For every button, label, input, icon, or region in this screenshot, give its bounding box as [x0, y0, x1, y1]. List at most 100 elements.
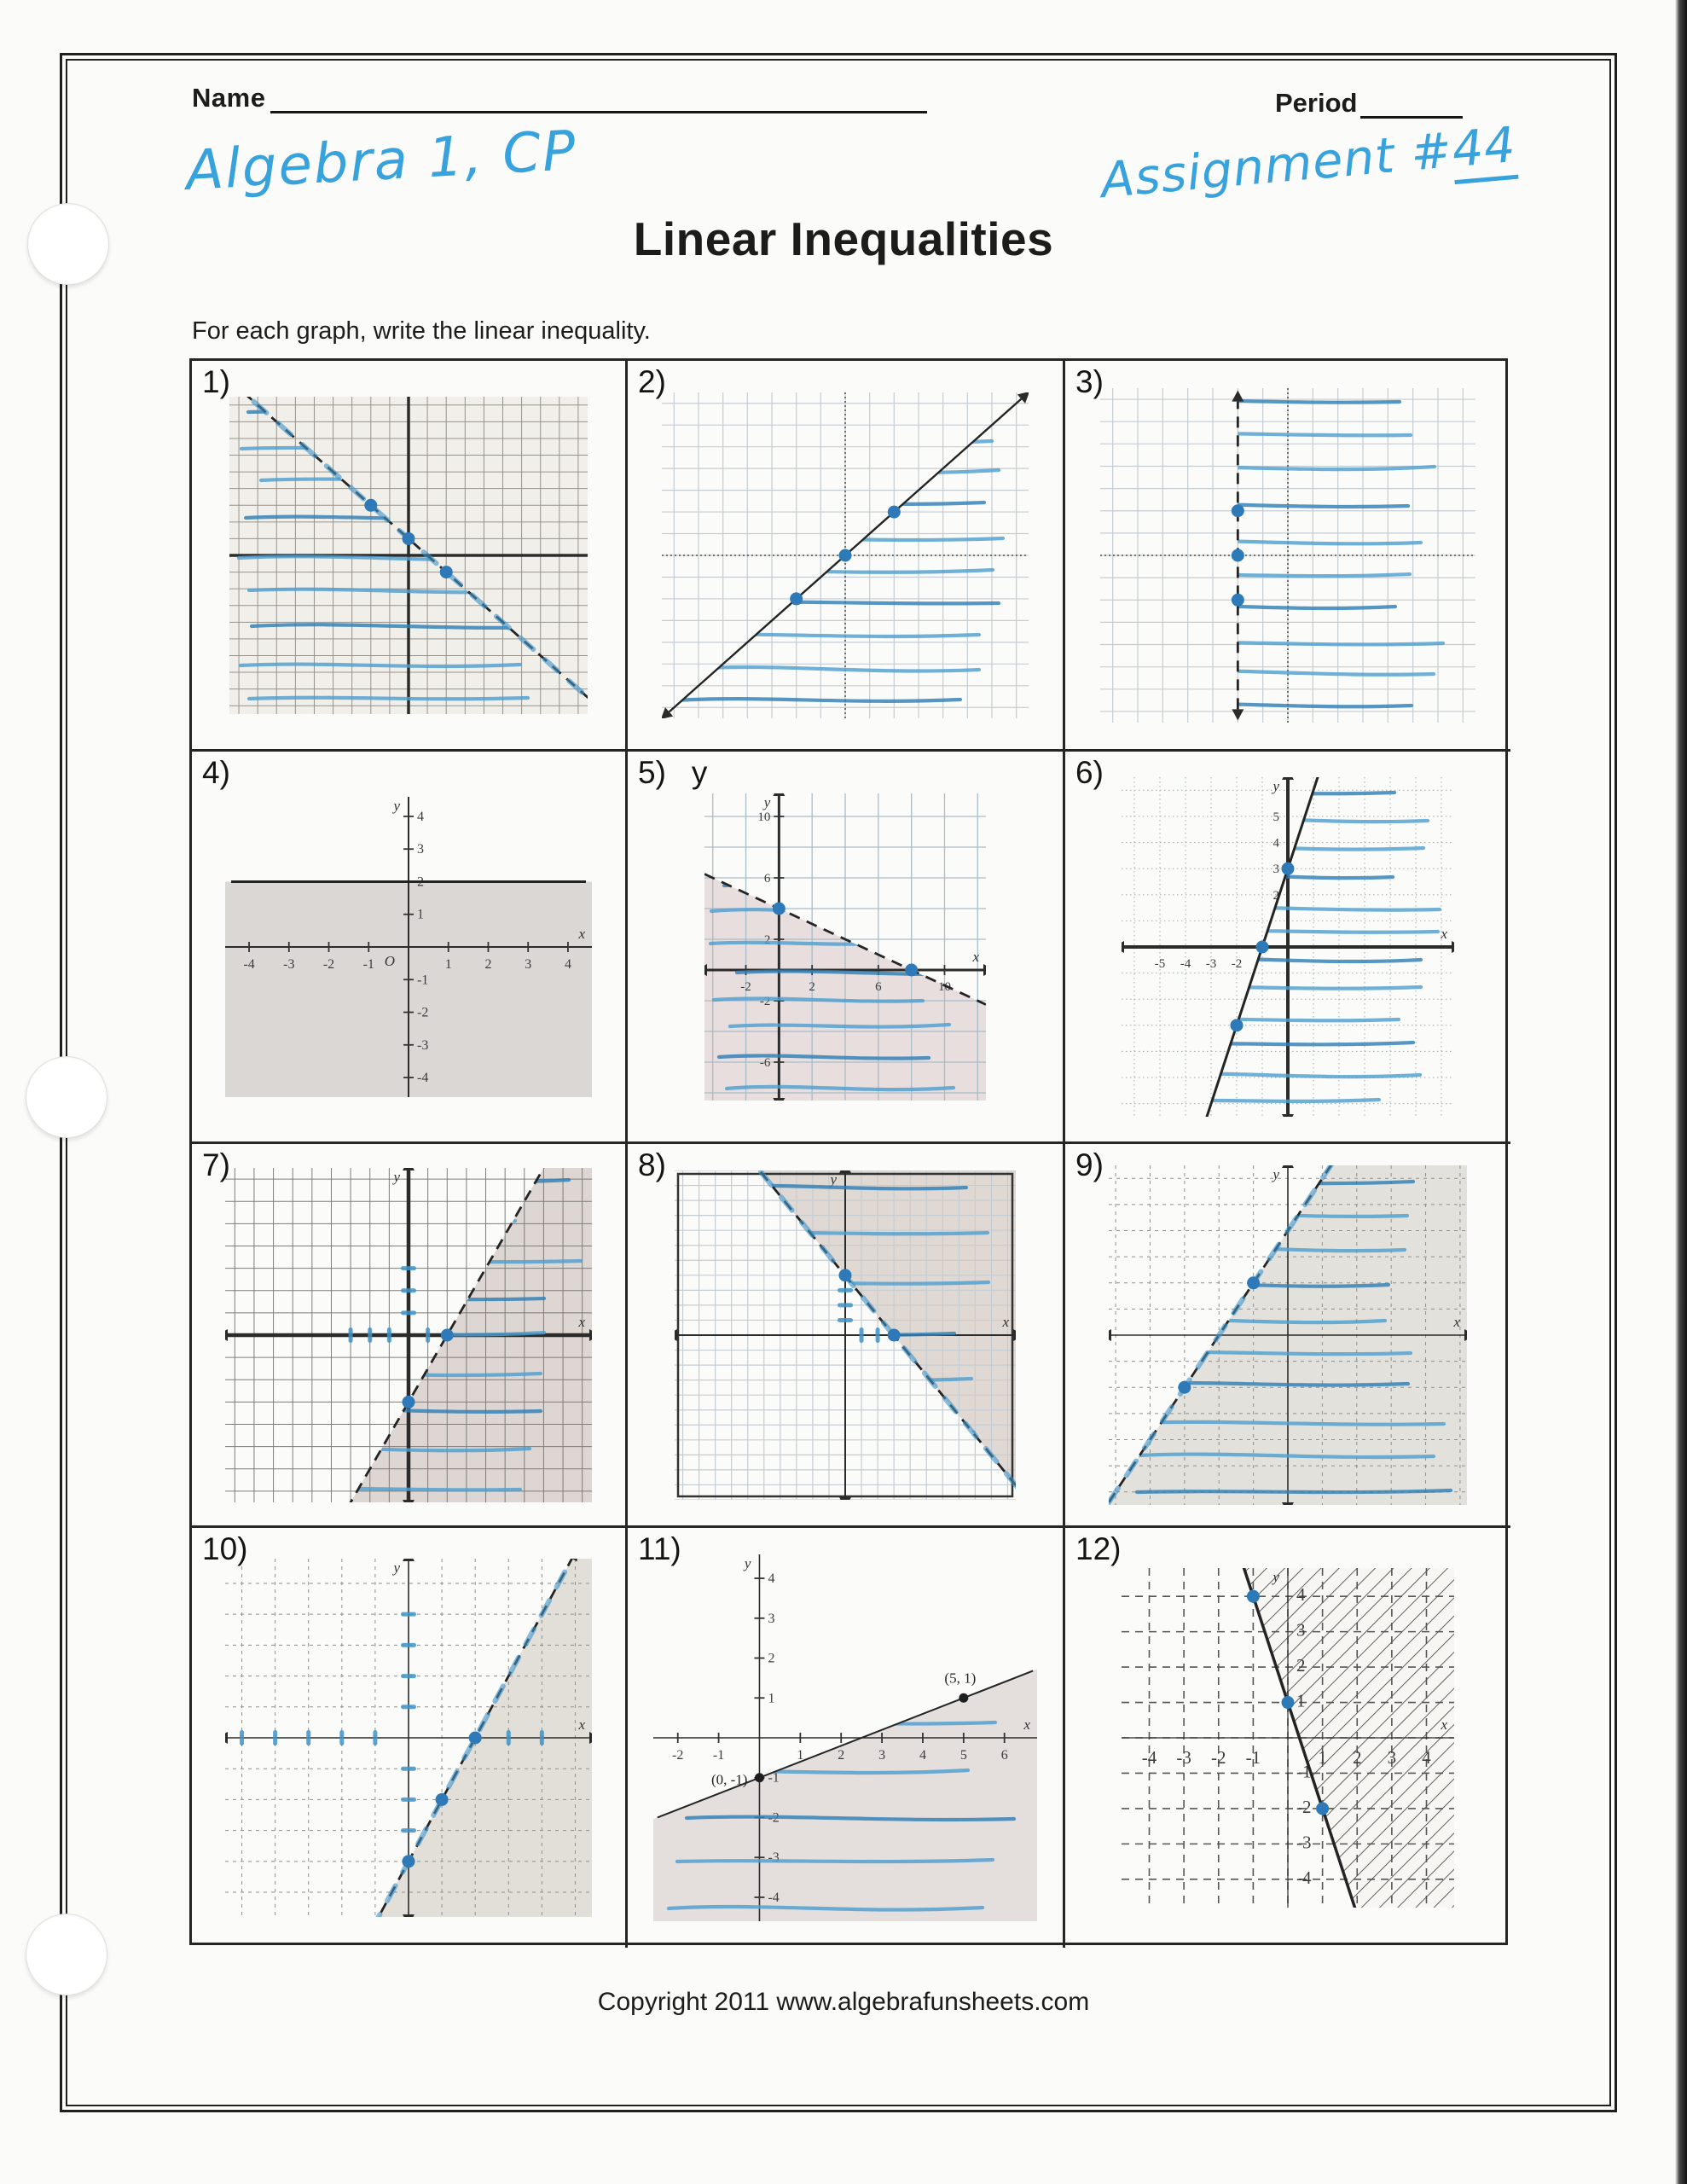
svg-text:10: 10	[757, 810, 770, 824]
svg-text:-4: -4	[1180, 957, 1191, 971]
svg-text:2: 2	[1296, 1655, 1306, 1676]
svg-text:x: x	[1452, 1314, 1460, 1330]
svg-text:-2: -2	[672, 1748, 683, 1763]
svg-text:x: x	[1023, 1716, 1030, 1733]
graph-2	[662, 392, 1029, 718]
svg-text:y: y	[391, 798, 400, 814]
svg-text:-2: -2	[740, 980, 751, 994]
problem-number: 6)	[1075, 755, 1104, 790]
graph-7: xy	[225, 1167, 592, 1502]
svg-text:-4: -4	[1142, 1747, 1157, 1768]
graph-6: -5 -4 -3 -2 5 4 3 2 x y	[1122, 776, 1454, 1117]
graph-1	[229, 396, 588, 714]
svg-text:-1: -1	[363, 957, 374, 972]
problem-cell-11: 11) -2 -1 1 2 3 4 5 6 4 3 2 1 -1 -2 -3 -4 x y (5, 1) (0, -1)	[628, 1528, 1065, 1948]
svg-text:5: 5	[1273, 810, 1280, 823]
svg-text:1: 1	[445, 957, 452, 972]
worksheet-title: Linear Inequalities	[633, 212, 1054, 265]
svg-text:x: x	[1001, 1314, 1009, 1330]
svg-text:-2: -2	[417, 1005, 428, 1019]
svg-text:3: 3	[1273, 863, 1280, 876]
svg-text:O: O	[385, 953, 395, 969]
problem-number: 2)	[638, 364, 666, 399]
svg-text:1: 1	[768, 1691, 774, 1705]
handwritten-assignment-number: 44	[1449, 116, 1519, 185]
svg-text:y: y	[762, 794, 771, 810]
hole-punch-bottom	[26, 1914, 107, 1995]
problem-cell-10: 10) x y	[192, 1528, 628, 1948]
name-label: Name	[192, 83, 266, 113]
svg-text:2: 2	[838, 1748, 844, 1763]
svg-text:-4: -4	[417, 1071, 428, 1085]
svg-text:2: 2	[1353, 1747, 1362, 1768]
scan-edge-shadow	[1675, 0, 1687, 2184]
svg-text:-2: -2	[1232, 957, 1243, 971]
problem-cell-7: 7) x y	[192, 1144, 628, 1528]
svg-text:-1: -1	[768, 1771, 779, 1786]
name-blank-line	[270, 82, 928, 113]
svg-text:2: 2	[809, 980, 815, 994]
svg-text:y: y	[828, 1171, 837, 1188]
svg-text:-1: -1	[713, 1748, 724, 1763]
svg-text:6: 6	[1001, 1748, 1008, 1763]
svg-text:y: y	[743, 1555, 751, 1571]
problem-number: 12)	[1075, 1531, 1122, 1566]
problem-cell-8: 8) x y	[628, 1144, 1065, 1528]
marker-scribbles	[666, 405, 1008, 703]
svg-text:10: 10	[938, 980, 951, 994]
svg-text:3: 3	[768, 1612, 774, 1626]
svg-text:-4: -4	[243, 957, 254, 972]
svg-text:(0, -1): (0, -1)	[711, 1772, 747, 1788]
svg-text:1: 1	[1296, 1691, 1306, 1711]
svg-text:3: 3	[878, 1748, 885, 1763]
problem-cell-6: 6) -5 -4 -3 -2 5 4 3 2 x y	[1065, 752, 1510, 1144]
svg-text:-3: -3	[417, 1037, 428, 1052]
period-row: Period	[1275, 87, 1464, 119]
svg-text:3: 3	[525, 957, 531, 972]
svg-text:5: 5	[960, 1748, 967, 1763]
svg-text:-4: -4	[768, 1891, 779, 1905]
graph-10: xy	[225, 1559, 592, 1917]
svg-text:x: x	[577, 926, 585, 942]
svg-text:-3: -3	[1176, 1747, 1191, 1768]
svg-text:x: x	[1440, 926, 1447, 942]
svg-text:2: 2	[768, 1652, 774, 1666]
problem-number: 9)	[1075, 1147, 1104, 1182]
svg-text:-4: -4	[1296, 1867, 1312, 1888]
svg-text:y: y	[391, 1169, 400, 1185]
svg-text:4: 4	[1273, 836, 1280, 850]
svg-text:(5, 1): (5, 1)	[944, 1670, 976, 1686]
svg-text:-1: -1	[1246, 1747, 1261, 1768]
graph-8: xy	[675, 1170, 1016, 1500]
graph-9: xy	[1109, 1165, 1467, 1505]
svg-text:-1: -1	[417, 973, 428, 987]
svg-text:-2: -2	[1211, 1747, 1226, 1768]
svg-text:y: y	[1271, 1166, 1279, 1182]
svg-text:y: y	[1271, 778, 1279, 794]
svg-text:-2: -2	[323, 957, 334, 972]
problem-cell-1: 1)	[192, 361, 628, 752]
svg-text:x: x	[577, 1314, 585, 1330]
svg-text:1: 1	[417, 907, 424, 921]
problem-number: 3)	[1075, 364, 1104, 399]
svg-text:3: 3	[1388, 1747, 1397, 1768]
problem-number: 7)	[202, 1147, 230, 1182]
svg-text:y: y	[391, 1560, 400, 1576]
svg-text:-5: -5	[1155, 957, 1166, 971]
svg-text:2: 2	[1273, 888, 1280, 902]
problem-number: 8)	[638, 1147, 666, 1182]
svg-text:3: 3	[417, 842, 424, 857]
graph-3	[1100, 387, 1475, 723]
svg-text:3: 3	[1296, 1620, 1306, 1641]
cell-axis-label: y	[691, 755, 708, 790]
svg-text:6: 6	[764, 872, 771, 886]
problem-number: 11)	[638, 1531, 681, 1566]
marker-scribbles	[1238, 398, 1446, 708]
svg-text:2: 2	[484, 957, 491, 972]
svg-text:y: y	[1271, 1569, 1279, 1585]
